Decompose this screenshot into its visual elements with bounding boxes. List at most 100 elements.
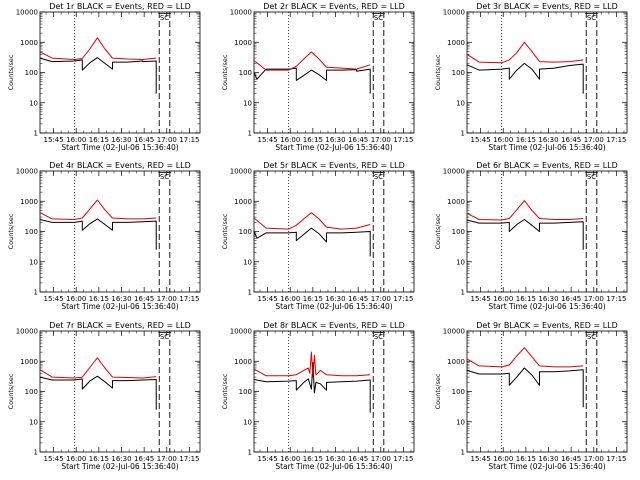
x-tick-label: 16:00 (66, 455, 86, 463)
x-tick-label: 16:30 (538, 455, 558, 463)
x-axis-label: Start Time (02-Jul-06 15:36:40) (61, 302, 178, 311)
marker-label: SC (374, 173, 383, 181)
marker-label: SC (160, 14, 169, 22)
x-tick-label: 15:45 (43, 136, 63, 144)
y-tick-label: 10 (456, 99, 465, 107)
x-tick-label: 17:15 (393, 295, 413, 303)
x-tick-label: 16:30 (325, 136, 345, 144)
x-tick-label: 16:15 (516, 136, 536, 144)
x-tick-label: 17:00 (157, 136, 177, 144)
events-series-line (466, 367, 584, 408)
x-tick-label: 17:00 (157, 455, 177, 463)
x-tick-label: 17:15 (179, 455, 199, 463)
x-tick-label: 16:00 (493, 295, 513, 303)
panel-2: Det 2r BLACK = Events, RED = LLD 1 10 100 10… (221, 2, 415, 152)
x-tick-label: 16:30 (111, 295, 131, 303)
x-tick-label: 17:00 (371, 455, 391, 463)
lld-series-line (39, 37, 157, 60)
y-tick-label: 10000 (230, 168, 252, 176)
x-tick-label: 15:45 (470, 136, 490, 144)
panel-1: Det 1r BLACK = Events, RED = LLD 1 10 100 10… (7, 2, 201, 152)
plot-frame (466, 170, 628, 293)
lld-series-line (253, 351, 371, 378)
y-tick-label: 10000 (443, 9, 465, 17)
x-tick-label: 15:45 (43, 455, 63, 463)
x-tick-label: 16:45 (134, 295, 154, 303)
plot-frame (253, 330, 415, 453)
x-tick-label: 16:45 (561, 136, 581, 144)
events-series-line (39, 57, 157, 94)
lld-series-line (39, 357, 157, 379)
x-tick-label: 16:00 (66, 136, 86, 144)
y-tick-label: 10 (29, 258, 38, 266)
x-tick-label: 16:45 (134, 455, 154, 463)
y-tick-label: 1 (248, 289, 252, 297)
marker-label: SC (374, 14, 383, 22)
y-axis-label: Counts/sec (221, 54, 229, 90)
x-tick-label: 16:45 (348, 455, 368, 463)
x-tick-label: 17:00 (371, 136, 391, 144)
events-series-line (39, 218, 157, 250)
panel-title: Det 1r BLACK = Events, RED = LLD (49, 2, 191, 11)
x-axis-label: Start Time (02-Jul-06 15:36:40) (275, 302, 392, 311)
y-tick-label: 1000 (234, 198, 252, 206)
x-tick-label: 16:00 (280, 455, 300, 463)
x-tick-label: 17:15 (179, 295, 199, 303)
x-axis-label: Start Time (02-Jul-06 15:36:40) (488, 143, 605, 152)
y-tick-label: 100 (25, 388, 38, 396)
y-tick-label: 1 (34, 130, 38, 138)
x-tick-label: 16:15 (303, 455, 323, 463)
x-tick-label: 16:30 (111, 455, 131, 463)
panel-title: Det 7r BLACK = Events, RED = LLD (49, 321, 191, 330)
y-tick-label: 10 (243, 418, 252, 426)
x-tick-label: 16:15 (516, 295, 536, 303)
panel-title: Det 5r BLACK = Events, RED = LLD (263, 161, 405, 170)
y-axis-label: Counts/sec (7, 373, 15, 409)
y-tick-label: 10000 (16, 9, 38, 17)
panel-title: Det 3r BLACK = Events, RED = LLD (476, 2, 618, 11)
x-tick-label: 16:15 (303, 295, 323, 303)
y-tick-label: 100 (452, 69, 465, 77)
lld-series-line (39, 199, 157, 220)
lld-series-line (466, 347, 584, 368)
y-tick-label: 10 (29, 418, 38, 426)
y-tick-label: 10 (456, 418, 465, 426)
x-tick-label: 16:00 (66, 295, 86, 303)
panel-title: Det 2r BLACK = Events, RED = LLD (263, 2, 405, 11)
x-tick-label: 17:00 (371, 295, 391, 303)
x-tick-label: 16:15 (89, 295, 109, 303)
plot-frame (466, 11, 628, 134)
marker-label: SC (160, 173, 169, 181)
x-tick-label: 16:30 (325, 455, 345, 463)
x-tick-label: 17:15 (606, 295, 626, 303)
x-tick-label: 16:30 (111, 136, 131, 144)
plot-frame (39, 330, 201, 453)
y-tick-label: 10000 (230, 9, 252, 17)
x-tick-label: 15:45 (257, 455, 277, 463)
y-tick-label: 100 (239, 388, 252, 396)
y-tick-label: 1000 (447, 39, 465, 47)
x-tick-label: 17:15 (393, 136, 413, 144)
marker-label: SC (160, 333, 169, 341)
x-tick-label: 15:45 (470, 295, 490, 303)
y-tick-label: 10 (29, 99, 38, 107)
y-tick-label: 1000 (20, 39, 38, 47)
x-tick-label: 17:15 (606, 455, 626, 463)
y-tick-label: 100 (239, 228, 252, 236)
y-tick-label: 1000 (20, 198, 38, 206)
y-tick-label: 1 (461, 289, 465, 297)
panel-title: Det 6r BLACK = Events, RED = LLD (476, 161, 618, 170)
x-tick-label: 16:45 (561, 455, 581, 463)
x-tick-label: 16:45 (134, 136, 154, 144)
x-tick-label: 15:45 (257, 136, 277, 144)
x-tick-label: 17:00 (584, 455, 604, 463)
panel-3: Det 3r BLACK = Events, RED = LLD 1 10 100 10… (434, 2, 628, 152)
lld-series-line (253, 212, 371, 230)
x-tick-label: 16:45 (348, 136, 368, 144)
y-tick-label: 1 (461, 130, 465, 138)
x-tick-label: 16:15 (516, 455, 536, 463)
panel-5: Det 5r BLACK = Events, RED = LLD 1 10 100 10… (221, 161, 415, 311)
x-tick-label: 16:00 (493, 136, 513, 144)
x-axis-label: Start Time (02-Jul-06 15:36:40) (61, 143, 178, 152)
x-tick-label: 17:00 (157, 295, 177, 303)
